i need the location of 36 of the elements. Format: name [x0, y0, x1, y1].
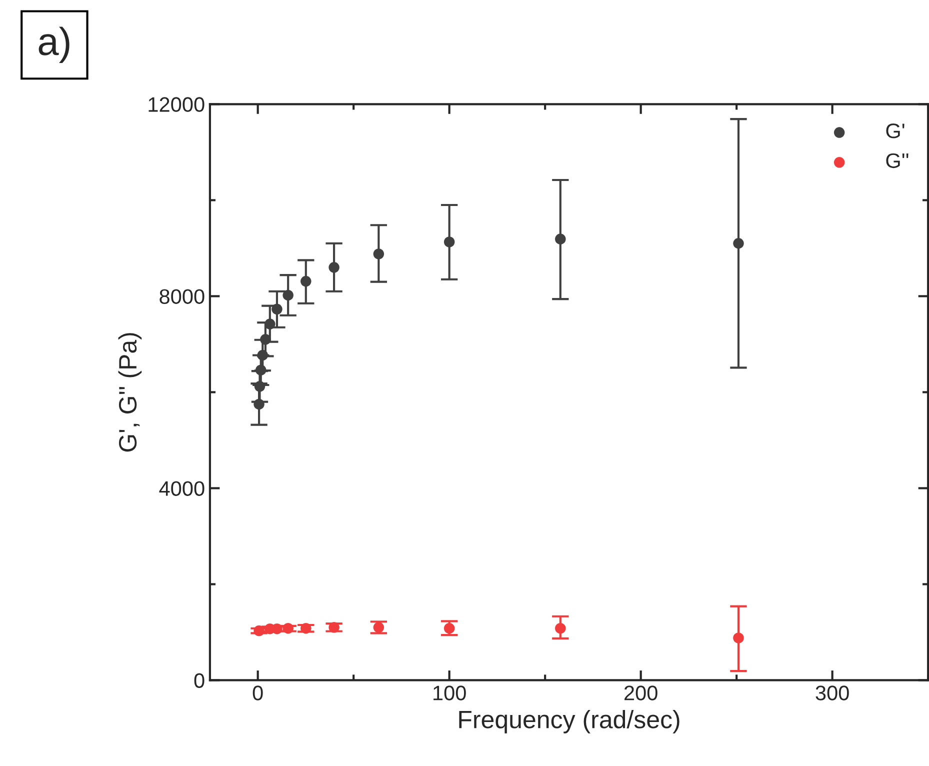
point: [260, 334, 271, 345]
point: [272, 304, 282, 315]
point: [282, 290, 294, 301]
text: a): [38, 26, 70, 64]
point: [254, 398, 264, 410]
point: [733, 238, 744, 249]
x-tick-label: 200: [624, 686, 658, 700]
point: [264, 318, 276, 330]
point: [282, 622, 294, 634]
x-tick-label: 100: [434, 686, 466, 700]
point: [733, 632, 744, 644]
y-tick-label: 0: [194, 673, 204, 688]
legend-label: G'': [886, 153, 908, 168]
point: [444, 622, 455, 634]
point: [257, 350, 268, 361]
legend-label: G': [886, 123, 904, 138]
point: [254, 625, 264, 636]
x-tick-label: 0: [252, 686, 263, 700]
point: [300, 622, 312, 634]
point: [373, 622, 384, 633]
x-axis-title: Frequency (rad/sec): [459, 710, 680, 734]
point: [328, 622, 340, 633]
point: [373, 248, 384, 260]
point: [555, 622, 566, 634]
y-tick-label: 8000: [160, 289, 204, 304]
point: [254, 381, 266, 392]
point: [555, 234, 566, 244]
point: [255, 364, 266, 376]
point: [300, 276, 312, 287]
y-tick-label: 4000: [159, 481, 204, 496]
point: [444, 236, 455, 248]
x-tick-label: 300: [816, 686, 849, 700]
point: [272, 623, 282, 634]
y-tick-label: 12000: [148, 97, 204, 112]
y-axis-title: G', G'' (Pa): [118, 333, 142, 452]
point: [328, 262, 340, 273]
